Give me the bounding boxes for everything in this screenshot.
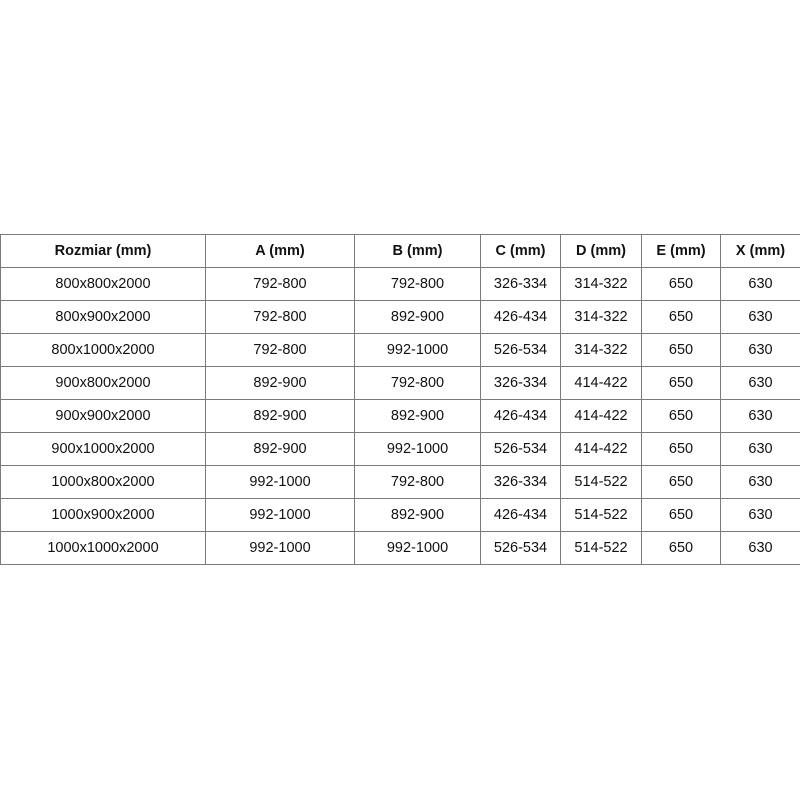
table-cell: 900x900x2000 — [0, 399, 206, 433]
table-cell: 526-534 — [480, 333, 561, 367]
table-row: 900x1000x2000 892-900 992-1000 526-534 414-4… — [0, 432, 800, 466]
table-cell: 792-800 — [205, 267, 355, 301]
table-cell: 900x1000x2000 — [0, 432, 206, 466]
table-cell: 630 — [720, 366, 800, 400]
table-cell: 900x800x2000 — [0, 366, 206, 400]
table-row: 1000x900x2000 992-1000 892-900 426-434 514-5… — [0, 498, 800, 532]
table-cell: 892-900 — [354, 300, 481, 334]
table-cell: 514-522 — [560, 465, 642, 499]
table-row: 1000x1000x2000 992-1000 992-1000 526-534 514… — [0, 531, 800, 565]
table-cell: 314-322 — [560, 267, 642, 301]
table-cell: 1000x800x2000 — [0, 465, 206, 499]
table-cell: 650 — [641, 432, 721, 466]
table-cell: 630 — [720, 465, 800, 499]
table-cell: 426-434 — [480, 498, 561, 532]
table-cell: 630 — [720, 333, 800, 367]
table-cell: 1000x1000x2000 — [0, 531, 206, 565]
table-cell: 892-900 — [205, 366, 355, 400]
dimensions-table: Rozmiar (mm) A (mm) B (mm) C (mm) D (mm) E (m… — [0, 234, 800, 565]
table-cell: 414-422 — [560, 432, 642, 466]
table-row: 900x900x2000 892-900 892-900 426-434 414-422… — [0, 399, 800, 433]
table-cell: 792-800 — [205, 333, 355, 367]
table-cell: 792-800 — [354, 366, 481, 400]
table-cell: 526-534 — [480, 432, 561, 466]
table-cell: 314-322 — [560, 300, 642, 334]
table-cell: 892-900 — [205, 432, 355, 466]
table-row: 900x800x2000 892-900 792-800 326-334 414-422… — [0, 366, 800, 400]
table-cell: 514-522 — [560, 531, 642, 565]
table-cell: 414-422 — [560, 366, 642, 400]
column-header: E (mm) — [641, 234, 721, 268]
table-cell: 526-534 — [480, 531, 561, 565]
table-cell: 650 — [641, 465, 721, 499]
table-cell: 326-334 — [480, 366, 561, 400]
table-cell: 892-900 — [354, 399, 481, 433]
table-cell: 992-1000 — [354, 432, 481, 466]
table-row: 800x900x2000 792-800 892-900 426-434 314-322… — [0, 300, 800, 334]
table-cell: 992-1000 — [205, 498, 355, 532]
table-cell: 314-322 — [560, 333, 642, 367]
table-cell: 630 — [720, 300, 800, 334]
table-cell: 630 — [720, 531, 800, 565]
table-cell: 792-800 — [354, 465, 481, 499]
table-cell: 892-900 — [354, 498, 481, 532]
table-cell: 992-1000 — [354, 531, 481, 565]
table-cell: 1000x900x2000 — [0, 498, 206, 532]
table-cell: 650 — [641, 300, 721, 334]
column-header: A (mm) — [205, 234, 355, 268]
table-cell: 426-434 — [480, 300, 561, 334]
table-cell: 326-334 — [480, 267, 561, 301]
table-cell: 326-334 — [480, 465, 561, 499]
table-cell: 650 — [641, 267, 721, 301]
table-cell: 992-1000 — [205, 465, 355, 499]
table-row: 800x800x2000 792-800 792-800 326-334 314-322… — [0, 267, 800, 301]
table-cell: 992-1000 — [205, 531, 355, 565]
table-cell: 650 — [641, 531, 721, 565]
header-row: Rozmiar (mm) A (mm) B (mm) C (mm) D (mm) E (m… — [0, 234, 800, 268]
table-cell: 800x800x2000 — [0, 267, 206, 301]
table-cell: 792-800 — [205, 300, 355, 334]
table-cell: 650 — [641, 498, 721, 532]
table-cell: 630 — [720, 267, 800, 301]
table-row: 1000x800x2000 992-1000 792-800 326-334 514-5… — [0, 465, 800, 499]
column-header: Rozmiar (mm) — [0, 234, 206, 268]
table-cell: 514-522 — [560, 498, 642, 532]
table-cell: 630 — [720, 399, 800, 433]
column-header: D (mm) — [560, 234, 642, 268]
table-cell: 426-434 — [480, 399, 561, 433]
table-row: 800x1000x2000 792-800 992-1000 526-534 314-3… — [0, 333, 800, 367]
table-cell: 800x900x2000 — [0, 300, 206, 334]
column-header: B (mm) — [354, 234, 481, 268]
table-cell: 792-800 — [354, 267, 481, 301]
table-cell: 650 — [641, 333, 721, 367]
table-cell: 800x1000x2000 — [0, 333, 206, 367]
table-cell: 414-422 — [560, 399, 642, 433]
table-cell: 630 — [720, 432, 800, 466]
column-header: C (mm) — [480, 234, 561, 268]
table-cell: 892-900 — [205, 399, 355, 433]
column-header: X (mm) — [720, 234, 800, 268]
table-cell: 630 — [720, 498, 800, 532]
table-cell: 992-1000 — [354, 333, 481, 367]
table-cell: 650 — [641, 399, 721, 433]
table-cell: 650 — [641, 366, 721, 400]
